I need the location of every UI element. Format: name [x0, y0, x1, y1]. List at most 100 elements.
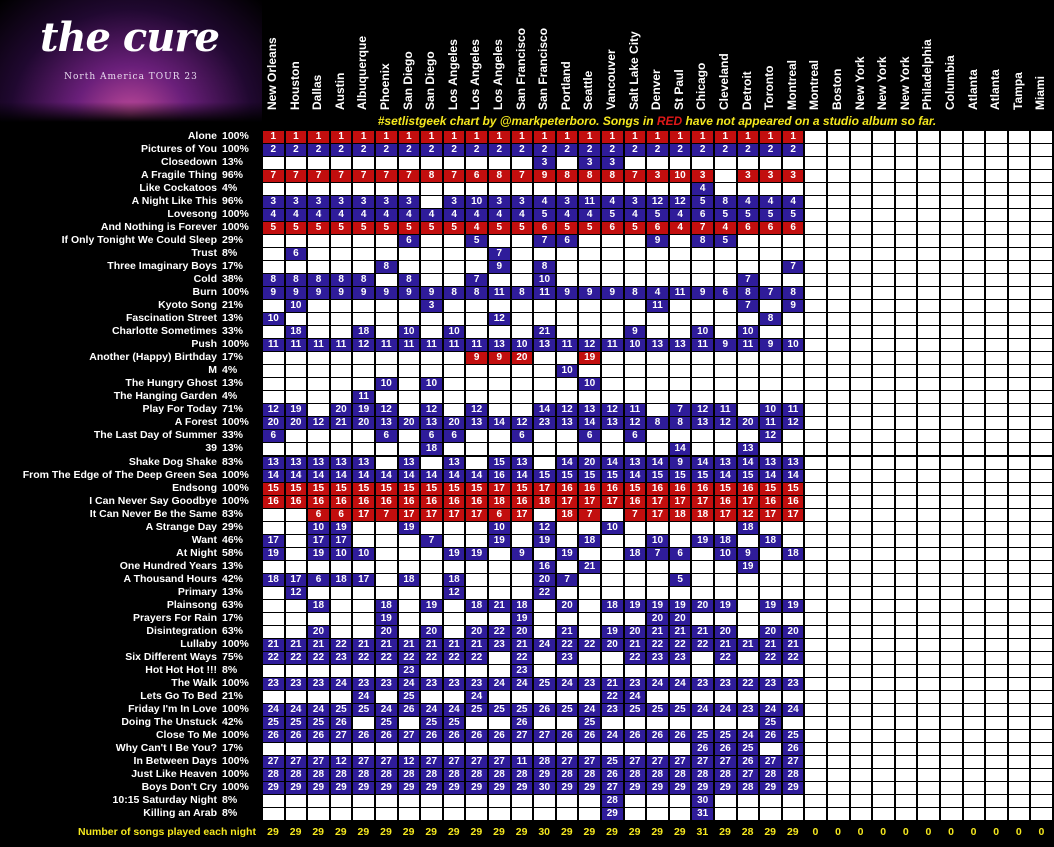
setlist-position-cell: 1 — [442, 130, 466, 144]
setlist-position-value: 28 — [719, 768, 731, 780]
song-percentage: 100% — [222, 494, 249, 507]
song-name: Play For Today — [142, 403, 218, 416]
song-percentage: 17% — [222, 611, 244, 624]
setlist-position-cell: 18 — [714, 533, 737, 548]
empty-cell — [646, 325, 669, 340]
setlist-position-value: 21 — [697, 625, 709, 637]
empty-cell — [691, 364, 714, 379]
setlist-position-cell: 27 — [329, 728, 353, 743]
empty-cell — [804, 221, 827, 236]
empty-cell — [578, 312, 601, 327]
empty-cell — [307, 234, 330, 249]
setlist-position-value: 28 — [312, 768, 325, 780]
setlist-position-value: 20 — [764, 625, 777, 637]
setlist-position-value: 27 — [584, 755, 596, 767]
empty-cell — [962, 442, 986, 457]
empty-cell — [736, 364, 760, 379]
empty-cell — [985, 416, 1008, 431]
setlist-position-cell: 25 — [759, 715, 782, 730]
setlist-position-value: 23 — [425, 677, 438, 689]
song-name: Burn — [192, 286, 218, 299]
setlist-position-value: 1 — [451, 131, 457, 142]
setlist-position-cell: 1 — [578, 130, 601, 144]
setlist-position-cell: 21 — [623, 637, 647, 652]
empty-cell — [849, 286, 873, 301]
empty-cell — [714, 351, 737, 366]
setlist-position-cell: 14 — [691, 455, 714, 470]
empty-cell — [1030, 234, 1053, 249]
setlist-position-value: 24 — [742, 729, 754, 741]
setlist-position-cell: 24 — [465, 689, 488, 704]
empty-cell — [804, 273, 827, 288]
empty-cell — [307, 182, 330, 197]
setlist-position-cell: 21 — [533, 325, 556, 340]
empty-cell — [533, 429, 556, 444]
setlist-position-value: 15 — [380, 482, 392, 494]
empty-cell — [804, 689, 827, 704]
setlist-position-cell: 23 — [420, 676, 443, 691]
setlist-position-cell: 21 — [375, 637, 398, 652]
setlist-position-cell: 7 — [420, 533, 443, 548]
empty-cell — [488, 234, 511, 249]
setlist-position-value: 3 — [428, 300, 435, 312]
empty-cell — [307, 364, 330, 379]
setlist-position-cell: 17 — [352, 572, 375, 587]
setlist-position-value: 3 — [315, 196, 322, 208]
setlist-position-cell: 16 — [555, 481, 579, 496]
setlist-position-value: 4 — [451, 209, 457, 221]
setlist-position-value: 18 — [561, 508, 573, 520]
setlist-position-value: 4 — [609, 196, 616, 208]
empty-cell — [307, 247, 330, 262]
empty-cell — [668, 807, 692, 822]
empty-cell — [668, 156, 692, 171]
setlist-position-cell: 30 — [533, 781, 556, 795]
setlist-position-cell: 28 — [781, 767, 805, 782]
empty-cell — [668, 182, 692, 197]
setlist-position-value: 26 — [651, 729, 664, 741]
setlist-position-cell: 13 — [329, 455, 353, 470]
setlist-position-cell: 2 — [714, 143, 737, 158]
setlist-position-cell: 22 — [668, 637, 692, 652]
empty-cell — [894, 494, 918, 509]
setlist-position-value: 15 — [403, 482, 415, 494]
empty-cell — [442, 624, 466, 639]
empty-cell — [917, 351, 940, 366]
empty-cell — [759, 585, 782, 600]
setlist-position-value: 5 — [586, 222, 593, 234]
empty-cell — [827, 351, 850, 366]
empty-cell — [420, 156, 443, 171]
empty-cell — [804, 195, 827, 210]
empty-cell — [917, 520, 940, 535]
empty-cell — [488, 429, 511, 444]
empty-cell — [849, 130, 873, 144]
setlist-position-cell: 24 — [555, 676, 579, 691]
setlist-position-value: 19 — [742, 560, 754, 572]
setlist-position-cell: 8 — [691, 234, 714, 249]
setlist-position-value: 2 — [609, 144, 616, 156]
setlist-position-value: 1 — [519, 131, 525, 142]
songs-per-night-count: 29 — [334, 826, 347, 838]
song-name: Why Can't I Be You? — [115, 741, 217, 754]
setlist-position-value: 11 — [765, 417, 776, 429]
empty-cell — [849, 260, 873, 275]
empty-cell — [849, 182, 873, 197]
song-percentage: 63% — [222, 598, 244, 611]
empty-cell — [827, 507, 850, 522]
setlist-position-value: 24 — [380, 703, 392, 715]
songs-per-night-count: 29 — [267, 826, 279, 838]
empty-cell — [555, 312, 579, 327]
empty-cell — [1007, 442, 1031, 457]
setlist-position-cell: 24 — [352, 689, 375, 704]
setlist-position-value: 6 — [406, 235, 412, 247]
empty-cell — [736, 182, 760, 197]
setlist-position-value: 12 — [606, 404, 618, 416]
empty-cell — [1030, 559, 1053, 574]
setlist-position-cell: 7 — [510, 169, 534, 184]
empty-cell — [442, 377, 466, 392]
empty-cell — [329, 689, 353, 704]
setlist-position-value: 24 — [764, 703, 777, 715]
setlist-position-value: 3 — [406, 196, 412, 208]
setlist-position-value: 19 — [425, 599, 438, 611]
setlist-position-cell: 24 — [488, 676, 511, 691]
setlist-position-cell: 10 — [691, 325, 714, 340]
